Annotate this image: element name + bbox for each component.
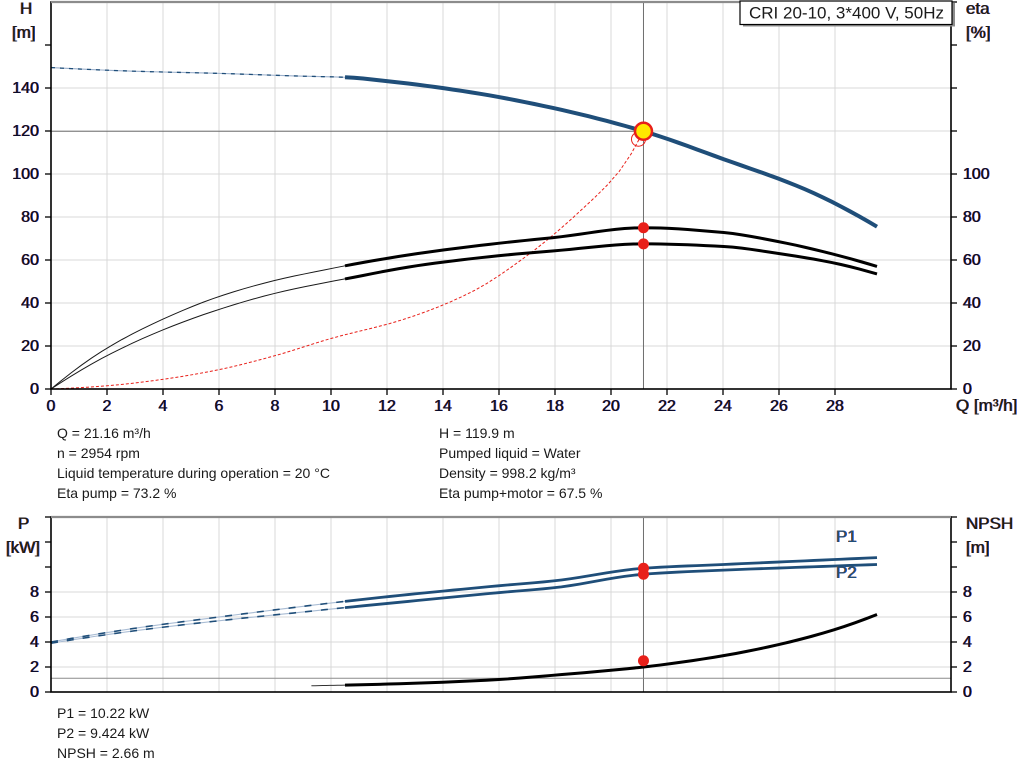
- svg-text:2: 2: [963, 659, 972, 676]
- svg-text:60: 60: [21, 252, 39, 269]
- svg-text:16: 16: [490, 398, 508, 415]
- svg-text:80: 80: [21, 209, 39, 226]
- svg-text:6: 6: [30, 609, 39, 626]
- svg-text:6: 6: [215, 398, 224, 415]
- svg-text:8: 8: [30, 584, 39, 601]
- svg-text:NPSH: NPSH: [966, 514, 1013, 533]
- svg-text:P1: P1: [836, 527, 857, 546]
- svg-text:14: 14: [434, 398, 452, 415]
- svg-text:[m]: [m]: [12, 23, 36, 42]
- svg-text:18: 18: [546, 398, 564, 415]
- svg-text:2: 2: [30, 659, 39, 676]
- svg-text:0: 0: [963, 684, 972, 701]
- svg-text:4: 4: [30, 634, 39, 651]
- svg-text:20: 20: [602, 398, 620, 415]
- svg-text:24: 24: [714, 398, 732, 415]
- svg-text:P2: P2: [836, 563, 857, 582]
- svg-text:10: 10: [322, 398, 340, 415]
- svg-text:[m]: [m]: [966, 538, 990, 557]
- svg-text:120: 120: [12, 123, 39, 140]
- svg-text:140: 140: [12, 80, 39, 97]
- svg-text:100: 100: [963, 166, 990, 183]
- svg-text:26: 26: [770, 398, 788, 415]
- svg-text:100: 100: [12, 166, 39, 183]
- svg-text:20: 20: [963, 338, 981, 355]
- svg-text:H: H: [20, 0, 32, 18]
- svg-text:8: 8: [963, 584, 972, 601]
- svg-text:Q [m³/h]: Q [m³/h]: [956, 396, 1017, 415]
- svg-text:0: 0: [30, 684, 39, 701]
- svg-text:22: 22: [658, 398, 676, 415]
- svg-text:CRI 20-10, 3*400 V, 50Hz: CRI 20-10, 3*400 V, 50Hz: [749, 4, 944, 23]
- svg-text:[%]: [%]: [966, 23, 991, 42]
- svg-text:6: 6: [963, 609, 972, 626]
- svg-text:[kW]: [kW]: [6, 538, 40, 557]
- svg-text:8: 8: [271, 398, 280, 415]
- svg-text:20: 20: [21, 338, 39, 355]
- svg-text:0: 0: [30, 381, 39, 398]
- svg-text:40: 40: [963, 295, 981, 312]
- svg-text:4: 4: [963, 634, 972, 651]
- svg-text:2: 2: [103, 398, 112, 415]
- svg-text:40: 40: [21, 295, 39, 312]
- svg-text:0: 0: [47, 398, 56, 415]
- svg-text:80: 80: [963, 209, 981, 226]
- svg-text:eta: eta: [966, 0, 990, 18]
- svg-text:60: 60: [963, 252, 981, 269]
- svg-text:4: 4: [159, 398, 168, 415]
- svg-text:P: P: [18, 514, 29, 533]
- svg-text:28: 28: [826, 398, 844, 415]
- svg-text:12: 12: [378, 398, 396, 415]
